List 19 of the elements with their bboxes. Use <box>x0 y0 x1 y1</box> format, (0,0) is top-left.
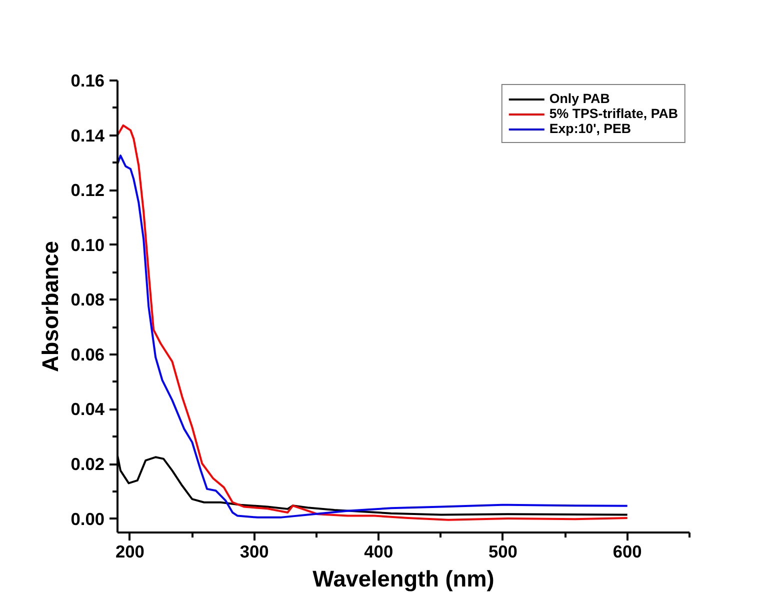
y-tick-label: 0.00 <box>70 508 105 529</box>
y-tick-label: 0.14 <box>70 125 105 146</box>
x-tick-label: 400 <box>364 542 394 562</box>
y-tick-label: 0.06 <box>70 344 105 364</box>
y-tick-label: 0.04 <box>70 399 105 420</box>
y-tick-label: 0.08 <box>70 290 105 310</box>
y-tick-label: 0.12 <box>70 180 105 200</box>
y-axis-title: Absorbance <box>36 241 63 372</box>
x-axis-title: Wavelength (nm) <box>312 566 494 592</box>
x-tick-label: 200 <box>115 542 144 562</box>
x-tick-label: 300 <box>240 542 269 562</box>
y-tick-label: 0.02 <box>70 454 105 474</box>
x-tick-label: 600 <box>612 542 642 562</box>
legend-label: Only PAB <box>549 91 610 106</box>
legend-label: Exp:10', PEB <box>549 121 632 136</box>
y-tick-label: 0.16 <box>70 70 105 90</box>
y-tick-label: 0.10 <box>70 234 105 255</box>
legend-label: 5% TPS-triflate, PAB <box>549 106 678 121</box>
x-tick-label: 500 <box>488 542 518 562</box>
